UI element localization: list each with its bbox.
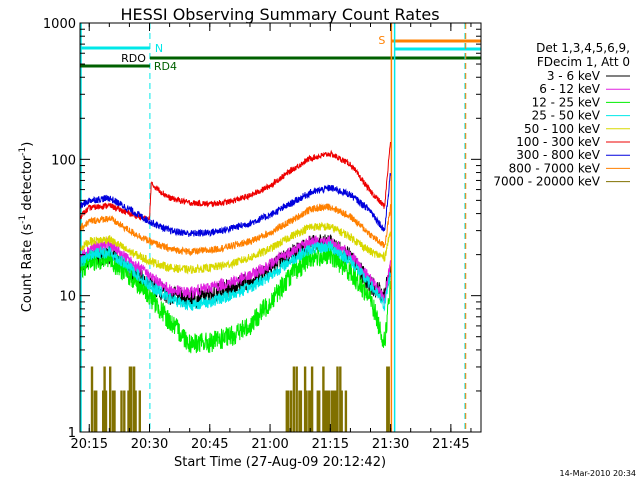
footer-timestamp: 14-Mar-2010 20:34 bbox=[560, 469, 637, 478]
x-axis-label: Start Time (27-Aug-09 20:12:42) bbox=[174, 455, 386, 470]
high-energy-bursts bbox=[90, 366, 391, 433]
plot-frame bbox=[79, 22, 482, 433]
chart-title: HESSI Observing Summary Count Rates bbox=[120, 5, 439, 24]
rd0-label: RDO bbox=[121, 52, 146, 65]
x-tick-label-6: 21:45 bbox=[432, 437, 469, 452]
legend-label-1: 6 - 12 keV bbox=[539, 82, 601, 96]
legend-label-0: 3 - 6 keV bbox=[547, 69, 601, 83]
legend-label-7: 800 - 7000 keV bbox=[509, 161, 601, 175]
legend-header-1: Det 1,3,4,5,6,9, bbox=[536, 41, 630, 55]
annotation-layer: N RDO RD4 S bbox=[80, 23, 481, 432]
series-line-3 bbox=[79, 240, 391, 312]
series-line-7 bbox=[79, 203, 391, 257]
legend-label-4: 50 - 100 keV bbox=[524, 122, 601, 136]
series-line-5 bbox=[79, 141, 391, 222]
rd4-label: RD4 bbox=[154, 60, 177, 73]
legend-label-8: 7000 - 20000 keV bbox=[493, 175, 600, 189]
y-tick-label-1: 10 bbox=[59, 290, 76, 305]
legend-label-5: 100 - 300 keV bbox=[516, 135, 600, 149]
y-tick-label-3: 1000 bbox=[43, 17, 76, 32]
legend: Det 1,3,4,5,6,9, FDecim 1, Att 0 3 - 6 k… bbox=[493, 41, 630, 189]
y-tick-label-0: 1 bbox=[68, 426, 76, 441]
x-tick-label-4: 21:15 bbox=[312, 437, 349, 452]
night-label: N bbox=[155, 42, 163, 55]
burst-region-1 bbox=[285, 366, 348, 433]
x-tick-label-5: 21:30 bbox=[372, 437, 409, 452]
legend-header-2: FDecim 1, Att 0 bbox=[537, 55, 630, 69]
x-tick-label-3: 21:00 bbox=[251, 437, 288, 452]
x-tick-label-2: 20:45 bbox=[191, 437, 228, 452]
y-axis: 1 10 100 1000 bbox=[43, 17, 481, 441]
y-axis-label: Count Rate (s-1 detector-1) bbox=[18, 142, 35, 313]
legend-label-6: 300 - 800 keV bbox=[516, 148, 600, 162]
x-tick-label-1: 20:30 bbox=[131, 437, 168, 452]
legend-label-2: 12 - 25 keV bbox=[532, 95, 601, 109]
burst-region-0 bbox=[90, 366, 141, 433]
series-line-4 bbox=[79, 221, 391, 275]
burst-region-2 bbox=[386, 366, 391, 433]
series-line-6 bbox=[79, 173, 391, 238]
saa-label: S bbox=[378, 34, 385, 47]
x-axis: 20:15 20:30 20:45 21:00 21:15 21:30 21:45 bbox=[71, 23, 472, 452]
y-tick-label-2: 100 bbox=[51, 153, 76, 168]
series-line-2 bbox=[79, 244, 391, 354]
legend-label-3: 25 - 50 keV bbox=[532, 109, 601, 123]
series-layer bbox=[79, 141, 391, 354]
x-tick-label-0: 20:15 bbox=[71, 437, 108, 452]
